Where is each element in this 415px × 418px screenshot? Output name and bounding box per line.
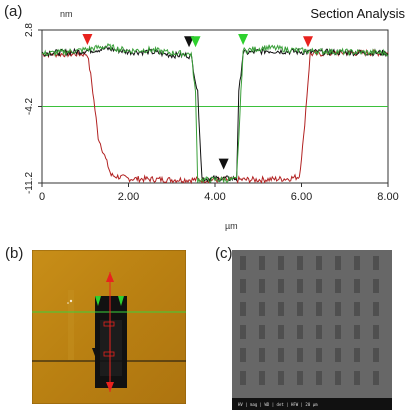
sem-well	[316, 325, 322, 339]
profile-series-2	[41, 42, 389, 184]
x-tick-label-4: 8.00	[377, 191, 398, 203]
profile-series-0	[41, 48, 389, 185]
y-tick-label-1: -4.2	[24, 97, 35, 115]
sem-well	[297, 371, 303, 385]
sem-well	[316, 302, 322, 316]
sem-well	[354, 302, 360, 316]
section-analysis-title: Section Analysis	[310, 6, 405, 21]
sem-well	[297, 279, 303, 293]
y-axis-unit: nm	[60, 9, 73, 19]
panel-a-label: (a)	[4, 3, 23, 20]
sem-well	[297, 256, 303, 270]
sem-well	[354, 325, 360, 339]
green-marker-right	[118, 296, 124, 306]
x-tick-label-1: 2.00	[118, 191, 139, 203]
sem-well	[278, 325, 284, 339]
sem-well	[240, 256, 246, 270]
sem-well	[259, 302, 265, 316]
green-marker-left	[95, 296, 101, 306]
sem-well	[354, 371, 360, 385]
y-tick-label-0: 2.8	[24, 23, 35, 37]
x-tick-label-2: 4.00	[204, 191, 225, 203]
red-marker-top	[106, 272, 114, 282]
cursor-marker-0	[82, 34, 93, 46]
sem-well	[240, 279, 246, 293]
sem-well	[335, 371, 341, 385]
profile-series-1	[41, 45, 389, 183]
sem-well	[259, 371, 265, 385]
sem-well	[259, 279, 265, 293]
x-tick-label-3: 6.00	[291, 191, 312, 203]
sem-well	[240, 348, 246, 362]
cursor-marker-5	[218, 158, 229, 170]
sem-well	[297, 302, 303, 316]
x-tick-label-0: 0	[39, 191, 45, 203]
sem-well	[278, 302, 284, 316]
sem-well	[373, 256, 379, 270]
sem-well	[278, 371, 284, 385]
sem-well	[240, 371, 246, 385]
sem-well	[354, 348, 360, 362]
sem-well	[354, 279, 360, 293]
sem-well	[373, 279, 379, 293]
sem-footer-bar	[232, 398, 392, 410]
y-tick-label-2: -11.2	[24, 172, 35, 194]
panel-b-label: (b)	[5, 245, 24, 262]
cursor-marker-4	[302, 36, 313, 48]
sem-well	[259, 325, 265, 339]
cursor-marker-3	[238, 34, 249, 46]
sem-well	[373, 325, 379, 339]
sem-well	[316, 371, 322, 385]
sem-well	[373, 348, 379, 362]
sem-well	[240, 325, 246, 339]
sem-well	[278, 348, 284, 362]
sem-well	[278, 279, 284, 293]
sem-well	[259, 256, 265, 270]
black-marker	[92, 348, 98, 356]
panel-c-label: (c)	[215, 245, 233, 262]
sem-well	[335, 256, 341, 270]
sem-well	[297, 325, 303, 339]
sem-well	[335, 279, 341, 293]
sem-well	[373, 371, 379, 385]
cursor-marker-2	[190, 36, 201, 48]
sem-well	[373, 302, 379, 316]
sem-well	[240, 302, 246, 316]
sem-well	[316, 348, 322, 362]
sem-well	[354, 256, 360, 270]
sem-well	[335, 325, 341, 339]
sem-info-bar: HV | mag | WD | det | HFW | 20 μm	[238, 402, 318, 407]
sem-well	[278, 256, 284, 270]
sem-well	[259, 348, 265, 362]
sem-well	[316, 279, 322, 293]
sem-well	[297, 348, 303, 362]
x-axis-unit: µm	[225, 221, 238, 231]
sem-well	[335, 302, 341, 316]
cursor-marker-1	[184, 36, 195, 48]
afm-topography-image	[32, 250, 186, 404]
section-profile-chart: 0 2.00 4.00 6.00 8.00 2.8 -4.2 -11.2	[24, 23, 399, 203]
sem-well	[316, 256, 322, 270]
sem-image	[232, 250, 392, 410]
red-marker-bottom	[106, 382, 114, 392]
sem-well	[335, 348, 341, 362]
